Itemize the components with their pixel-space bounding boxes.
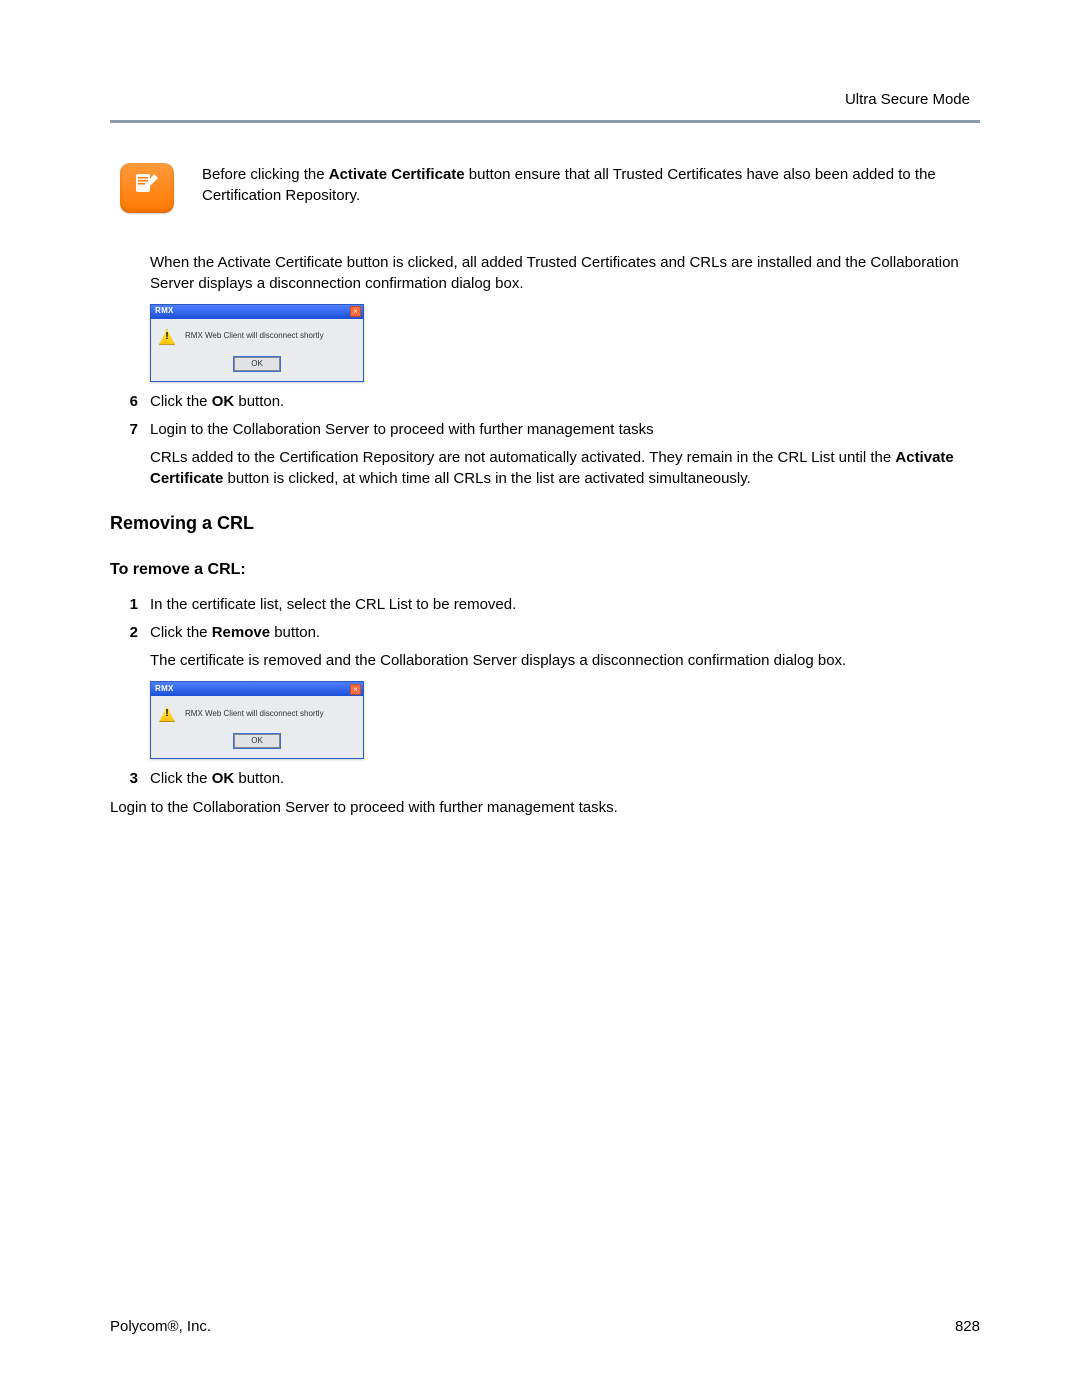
step6-pre: Click the [150,393,212,410]
step-7: 7 Login to the Collaboration Server to p… [120,420,980,440]
rmx-title-text: RMX [155,306,174,317]
step3-pre: Click the [150,770,212,787]
rmx-message: RMX Web Client will disconnect shortly [185,331,324,342]
step-7-note: CRLs added to the Certification Reposito… [150,448,980,489]
ok-button: OK [234,734,280,748]
header-rule [110,120,980,123]
dialog-screenshot-1: RMX × ! RMX Web Client will disconnect s… [150,304,980,382]
dialog-screenshot-2: RMX × ! RMX Web Client will disconnect s… [150,681,980,759]
page-content: Ultra Secure Mode Before clicking the Ac… [0,0,1080,818]
note-icon [120,163,174,213]
ok-button: OK [234,357,280,371]
rmx-dialog: RMX × ! RMX Web Client will disconnect s… [150,304,364,382]
step-number: 6 [120,392,150,412]
step7-note-pre: CRLs added to the Certification Reposito… [150,449,895,466]
step6-bold: OK [212,393,235,410]
step-body: Click the OK button. [150,392,980,412]
rmx-button-row: OK [151,728,363,758]
step3-bold: OK [212,770,235,787]
step-2: 2 Click the Remove button. [120,623,980,643]
close-icon: × [350,306,361,317]
login-note: Login to the Collaboration Server to pro… [110,798,980,818]
step6-post: button. [234,393,284,410]
rmx-dialog: RMX × ! RMX Web Client will disconnect s… [150,681,364,759]
rmx-body: ! RMX Web Client will disconnect shortly [151,319,363,351]
step-body: Click the Remove button. [150,623,980,643]
step-2-note: The certificate is removed and the Colla… [150,651,980,671]
footer-page-number: 828 [955,1317,980,1337]
close-icon: × [350,684,361,695]
pencil-note-icon [132,168,162,208]
step-3: 3 Click the OK button. [120,769,980,789]
paragraph-1: When the Activate Certificate button is … [150,253,980,294]
step-body: In the certificate list, select the CRL … [150,595,980,615]
warning-icon: ! [159,706,175,722]
warning-icon: ! [159,329,175,345]
rmx-body: ! RMX Web Client will disconnect shortly [151,696,363,728]
section-subheading: To remove a CRL: [110,559,980,581]
step2-pre: Click the [150,624,212,641]
note-text: Before clicking the Activate Certificate… [202,163,980,206]
step2-bold: Remove [212,624,270,641]
note-prefix: Before clicking the [202,166,329,183]
step7-note-post: button is clicked, at which time all CRL… [223,470,750,487]
step2-post: button. [270,624,320,641]
step-1: 1 In the certificate list, select the CR… [120,595,980,615]
step-number: 1 [120,595,150,615]
rmx-button-row: OK [151,351,363,381]
step-body: Click the OK button. [150,769,980,789]
step3-post: button. [234,770,284,787]
rmx-titlebar: RMX × [151,305,363,319]
step-6: 6 Click the OK button. [120,392,980,412]
step-body: Login to the Collaboration Server to pro… [150,420,980,440]
step-number: 7 [120,420,150,440]
note-callout: Before clicking the Activate Certificate… [120,163,980,213]
footer-company: Polycom®, Inc. [110,1317,211,1337]
rmx-title-text: RMX [155,684,174,695]
step-number: 3 [120,769,150,789]
rmx-message: RMX Web Client will disconnect shortly [185,709,324,720]
section-heading: Removing a CRL [110,511,980,535]
page-footer: Polycom®, Inc. 828 [110,1317,980,1337]
note-bold: Activate Certificate [329,166,465,183]
step-number: 2 [120,623,150,643]
rmx-titlebar: RMX × [151,682,363,696]
header-section-title: Ultra Secure Mode [110,90,980,110]
